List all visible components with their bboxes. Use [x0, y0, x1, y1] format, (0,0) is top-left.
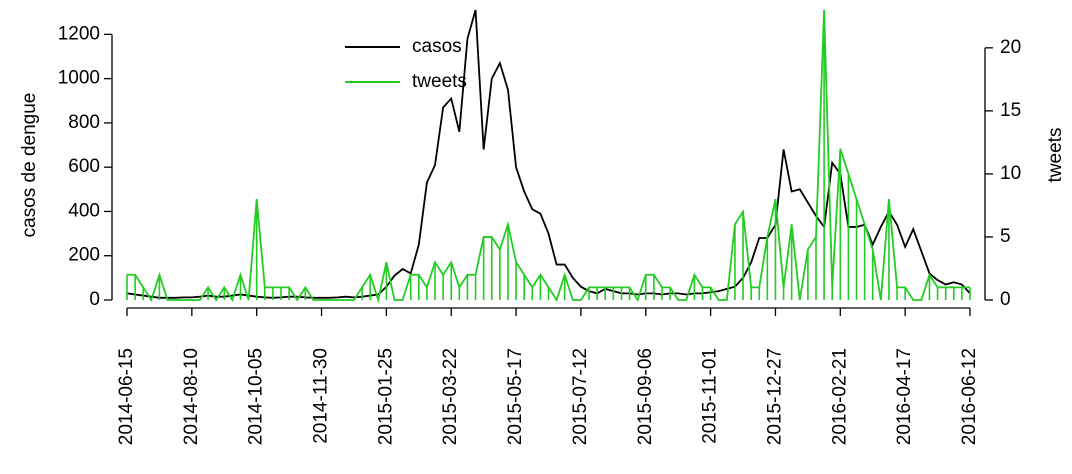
x-tick-label: 2014-11-30	[311, 348, 332, 444]
legend-label: tweets	[412, 71, 467, 92]
x-tick-label: 2014-06-15	[116, 348, 137, 445]
x-tick-label: 2016-02-21	[829, 348, 850, 445]
x-tick-label: 2015-03-22	[440, 348, 461, 445]
y-tick-label: 800	[68, 112, 100, 133]
series-line	[127, 9, 970, 304]
x-tick-label: 2015-05-17	[505, 348, 526, 445]
y-axis-label: casos de dengue	[19, 93, 40, 238]
x-tick-label: 2015-12-27	[764, 348, 785, 445]
y2-tick-label: 20	[1000, 37, 1021, 58]
x-tick-label: 2016-04-17	[894, 348, 915, 445]
x-tick-label: 2015-09-06	[635, 348, 656, 445]
y2-tick-label: 15	[1000, 100, 1021, 121]
y-tick-label: 1000	[58, 68, 100, 89]
y-tick-label: 0	[89, 289, 100, 310]
legend-label: casos	[412, 36, 462, 57]
series-line	[126, 9, 971, 299]
y-tick-label: 200	[68, 245, 100, 266]
y-tick-label: 600	[68, 156, 100, 177]
x-tick-label: 2015-07-12	[570, 348, 591, 445]
y-tick-label: 400	[68, 200, 100, 221]
x-tick-label: 2016-06-12	[959, 348, 980, 445]
x-tick-label: 2015-11-01	[700, 348, 721, 444]
y2-tick-label: 10	[1000, 163, 1021, 184]
x-tick-label: 2015-01-25	[375, 348, 396, 445]
x-tick-label: 2014-08-10	[181, 348, 202, 445]
x-tick-label: 2014-10-05	[246, 348, 267, 445]
y2-axis-label: tweets	[1045, 128, 1066, 183]
y2-tick-label: 0	[1000, 289, 1011, 310]
y2-tick-label: 5	[1000, 226, 1011, 247]
y-tick-label: 1200	[58, 23, 100, 44]
